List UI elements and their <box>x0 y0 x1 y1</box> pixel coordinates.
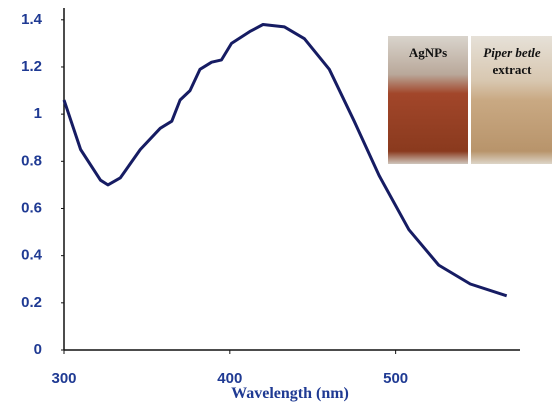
x-tick-label: 500 <box>383 370 408 387</box>
y-tick-label: 0.6 <box>21 199 42 216</box>
y-tick-label: 1 <box>34 105 42 122</box>
y-tick-label: 0.8 <box>21 152 42 169</box>
y-tick-label: 0 <box>34 341 42 358</box>
y-tick-label: 1.2 <box>21 58 42 75</box>
inset-label: AgNPs <box>409 45 447 60</box>
agnps-photo <box>388 36 468 164</box>
y-tick-label: 0.4 <box>21 247 43 264</box>
x-tick-label: 400 <box>217 370 242 387</box>
x-axis-label: Wavelength (nm) <box>231 385 349 402</box>
y-tick-label: 0.2 <box>21 294 42 311</box>
inset-label: Piper betle <box>483 45 541 60</box>
y-tick-label: 1.4 <box>21 11 43 28</box>
spectrum-line <box>62 23 508 298</box>
inset-label: extract <box>493 62 533 77</box>
x-tick-label: 300 <box>51 370 76 387</box>
extract-photo <box>471 36 552 164</box>
